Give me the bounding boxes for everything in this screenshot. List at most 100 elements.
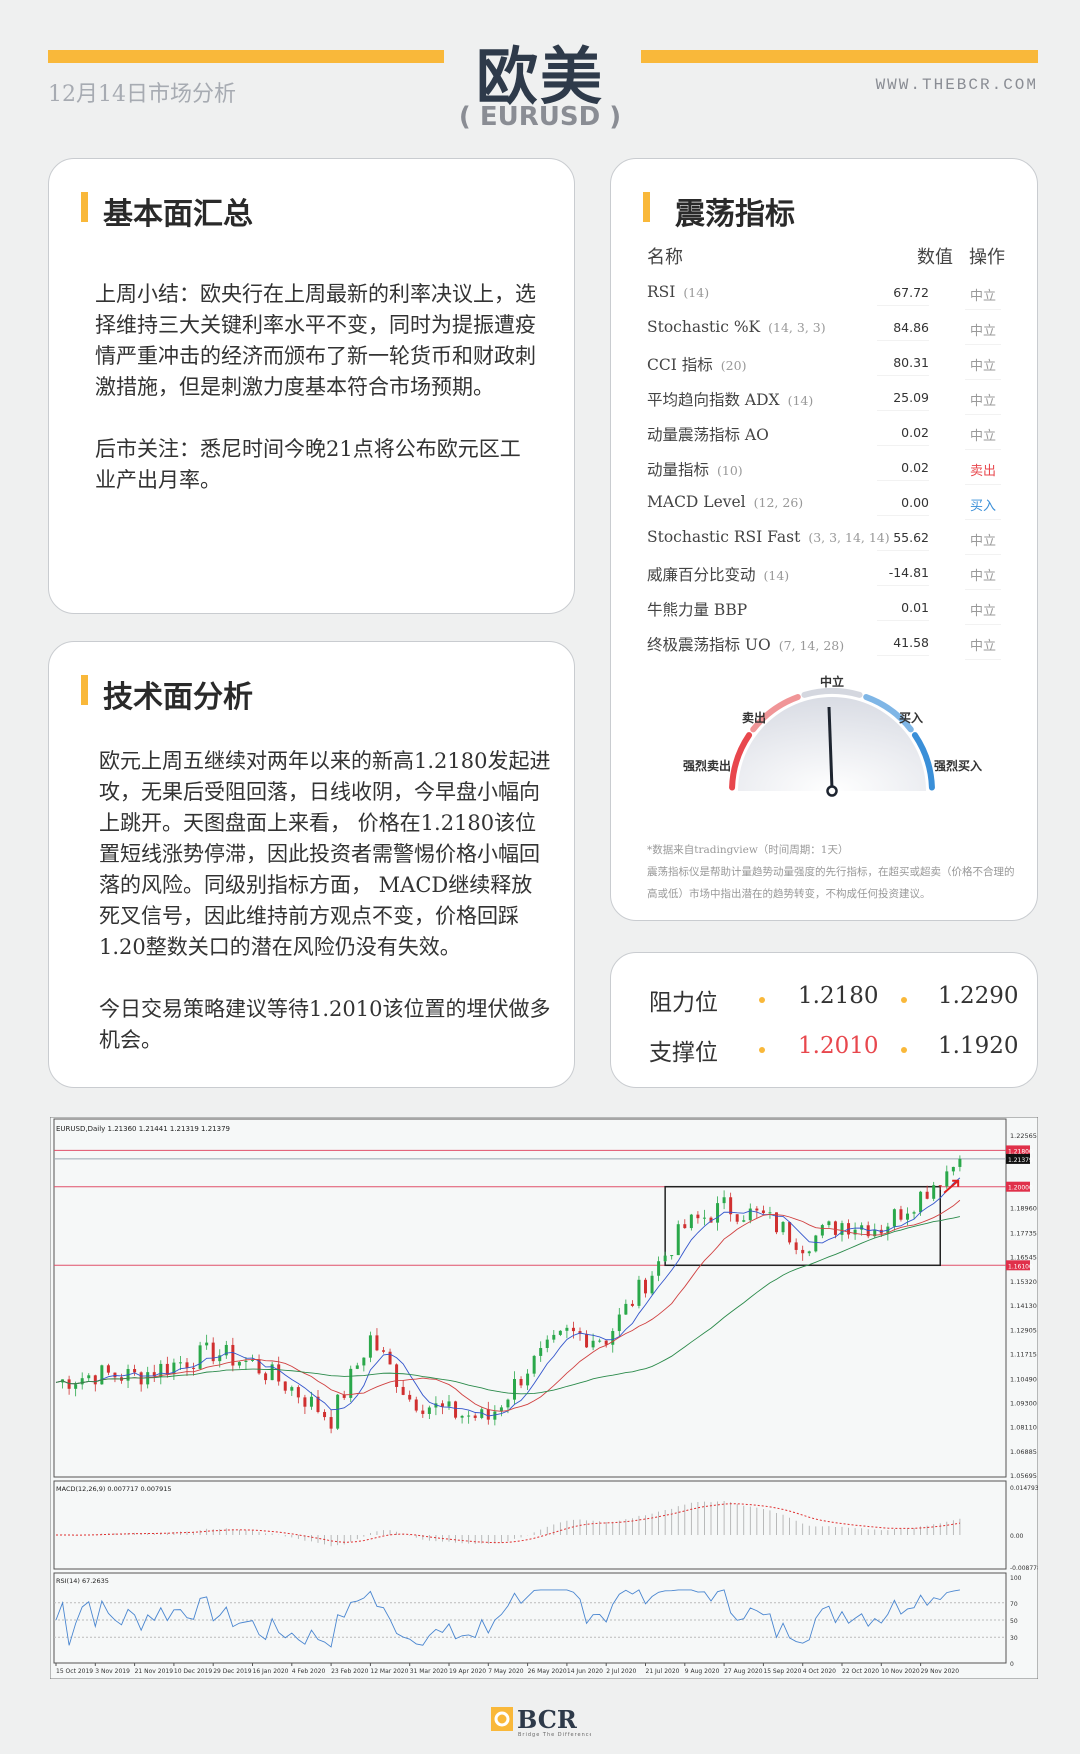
candle-body	[611, 1331, 615, 1345]
indicator-name: RSI (14)	[647, 283, 710, 301]
indicator-value: 80.31	[877, 355, 929, 376]
candle-body	[670, 1255, 674, 1257]
candle-body	[185, 1362, 189, 1368]
candle-body	[87, 1375, 91, 1379]
gauge-label-strong-buy: 强烈买入	[934, 759, 982, 773]
header-bar-right	[641, 50, 1038, 63]
rsi-tick: 0	[1010, 1661, 1014, 1668]
candle-body	[657, 1261, 661, 1276]
x-tick-label: 19 Apr 2020	[449, 1668, 486, 1675]
candle-body	[388, 1351, 392, 1365]
candle-body	[558, 1330, 562, 1335]
x-tick-label: 2 Jul 2020	[606, 1668, 636, 1675]
oscillator-row: 动量指标 (10) 0.02 卖出	[647, 452, 1009, 487]
indicator-action: 中立	[965, 530, 1001, 555]
candle-body	[709, 1217, 713, 1223]
support-1: 1.2010	[798, 1033, 879, 1059]
indicator-name: 牛熊力量 BBP	[647, 601, 748, 619]
candle-body	[513, 1378, 516, 1400]
macd-tick: 0.00	[1010, 1533, 1024, 1540]
header-name: 名称	[647, 247, 683, 268]
candle-body	[375, 1335, 379, 1351]
candle-body	[231, 1344, 235, 1366]
indicator-value: 84.86	[877, 320, 929, 341]
candle-body	[925, 1191, 929, 1199]
y-tick-label: 1.11715	[1010, 1351, 1037, 1359]
bcr-logo: BCR Bridge The Difference	[491, 1705, 591, 1738]
candle-body	[467, 1415, 471, 1417]
gauge-segment	[750, 694, 801, 733]
x-tick-label: 29 Nov 2020	[921, 1668, 960, 1675]
indicator-value: 0.00	[877, 495, 929, 516]
candle-body	[853, 1229, 857, 1235]
price-chart: EURUSD,Daily 1.21360 1.21441 1.21319 1.2…	[50, 1117, 1038, 1679]
candle-body	[617, 1314, 621, 1332]
candle-body	[303, 1397, 307, 1407]
candle-body	[414, 1399, 418, 1411]
candle-body	[833, 1221, 837, 1235]
oscillator-row: 终极震荡指标 UO (7, 14, 28) 41.58 中立	[647, 627, 1009, 662]
candle-body	[630, 1303, 634, 1306]
candle-body	[342, 1394, 346, 1398]
candle-body	[283, 1381, 287, 1391]
candle-body	[401, 1386, 405, 1395]
gauge-segment	[801, 688, 863, 698]
candle-body	[807, 1251, 811, 1254]
candle-body	[336, 1394, 340, 1429]
candle-body	[290, 1387, 294, 1391]
current-tag	[1006, 1153, 1030, 1164]
candle-body	[362, 1357, 366, 1366]
moving-average	[55, 1216, 960, 1395]
candle-body	[473, 1415, 477, 1418]
candle-body	[211, 1342, 215, 1362]
card-title: 基本面汇总	[81, 189, 253, 233]
candle-body	[146, 1372, 150, 1385]
indicator-action: 中立	[965, 320, 1001, 345]
gauge-label-strong-sell: 强烈卖出	[683, 758, 731, 773]
candle-body	[499, 1407, 503, 1412]
level-tag	[1006, 1181, 1030, 1192]
oscillator-row: CCI 指标 (20) 80.31 中立	[647, 347, 1009, 382]
resistance-2: 1.2290	[938, 983, 1019, 1009]
gauge-needle	[827, 706, 834, 790]
y-tick-label: 1.06885	[1010, 1448, 1037, 1456]
indicator-value: 25.09	[877, 390, 929, 411]
y-tick-label: 1.08110	[1010, 1423, 1037, 1431]
candle-body	[192, 1367, 196, 1369]
candle-body	[349, 1368, 353, 1398]
oscillator-row: 牛熊力量 BBP 0.01 中立	[647, 592, 1009, 627]
candle-body	[270, 1364, 274, 1381]
candle-body	[598, 1340, 602, 1342]
oscillator-row: Stochastic %K (14, 3, 3) 84.86 中立	[647, 312, 1009, 347]
support-2: 1.1920	[938, 1033, 1019, 1059]
candle-body	[244, 1360, 248, 1362]
candle-body	[702, 1217, 706, 1219]
candle-body	[919, 1191, 923, 1213]
candle-body	[775, 1212, 778, 1233]
gauge-label-neutral: 中立	[820, 674, 844, 689]
y-tick-label: 1.10490	[1010, 1375, 1037, 1383]
indicator-action: 中立	[965, 635, 1001, 660]
gauge-segment	[863, 694, 914, 733]
candle-body	[368, 1335, 372, 1358]
x-tick-label: 14 Jun 2020	[567, 1668, 603, 1675]
candle-body	[761, 1210, 765, 1214]
indicator-action: 中立	[965, 355, 1001, 380]
candle-body	[696, 1214, 700, 1219]
candle-body	[539, 1347, 543, 1356]
indicator-action: 中立	[965, 600, 1001, 625]
x-tick-label: 15 Sep 2020	[763, 1668, 801, 1675]
candle-body	[80, 1378, 84, 1385]
candle-body	[427, 1407, 431, 1414]
candle-body	[277, 1364, 281, 1382]
candle-body	[355, 1365, 359, 1369]
candle-body	[447, 1401, 451, 1407]
macd-tick: -0.008778	[1010, 1565, 1038, 1572]
x-tick-label: 9 Aug 2020	[685, 1668, 720, 1675]
candle-body	[251, 1359, 254, 1361]
candle-body	[735, 1214, 739, 1222]
candle-body	[506, 1399, 510, 1408]
candle-body	[133, 1369, 137, 1373]
rsi-panel	[53, 1572, 1007, 1664]
candle-body	[519, 1378, 523, 1386]
